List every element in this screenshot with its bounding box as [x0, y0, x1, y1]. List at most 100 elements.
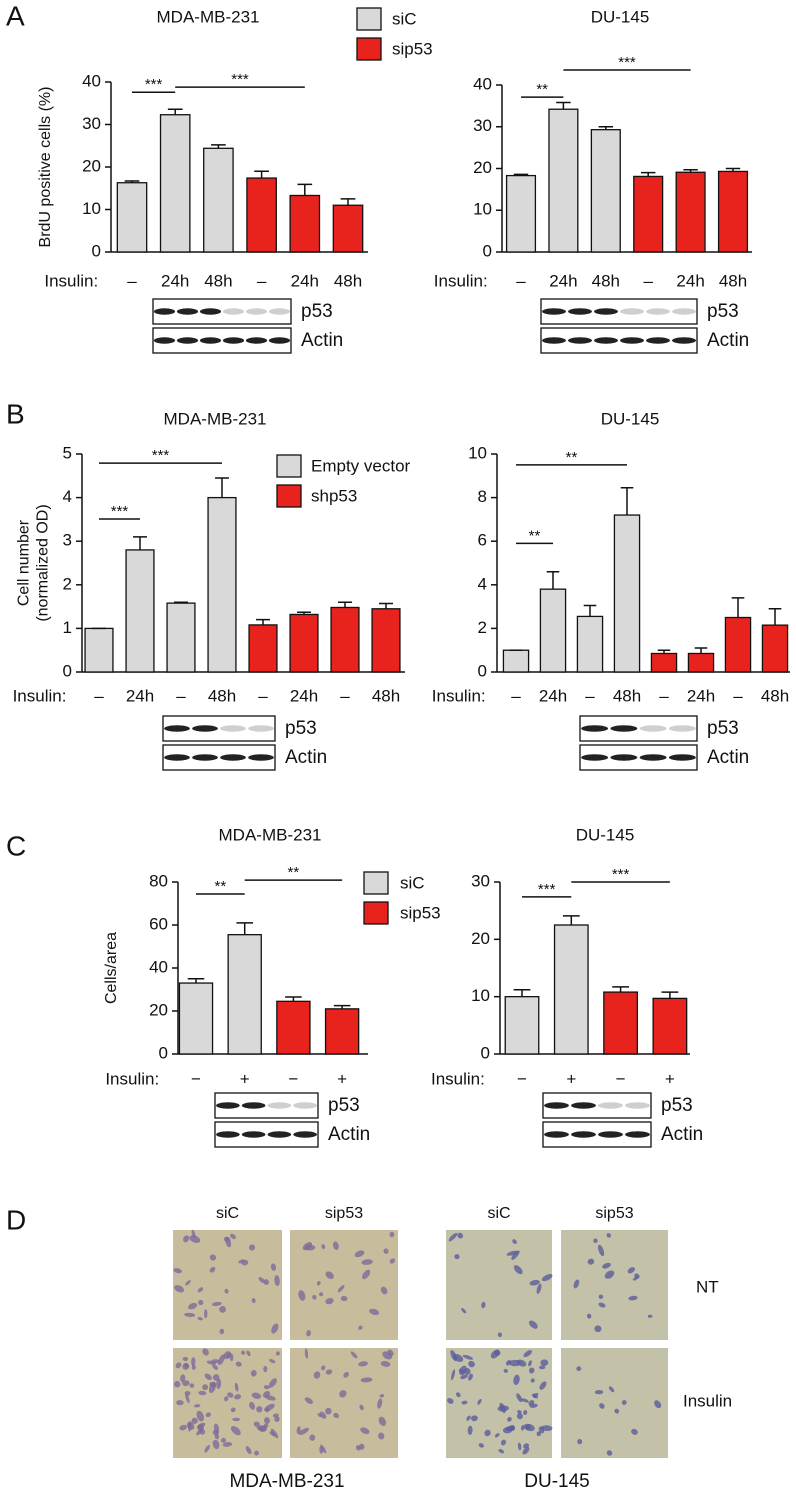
- blot-band: [568, 337, 592, 344]
- x-axis-label: Insulin:: [434, 271, 488, 290]
- cell: [304, 1397, 313, 1404]
- blot-band: [268, 308, 291, 315]
- bar: [166, 602, 196, 673]
- cell: [250, 1369, 257, 1377]
- bar: [548, 108, 579, 253]
- blot-band: [594, 308, 618, 315]
- significance-label: ***: [111, 503, 129, 520]
- legend-swatch: [363, 871, 389, 895]
- cell: [325, 1407, 332, 1415]
- bar: [717, 170, 749, 253]
- error-bar: [333, 1004, 351, 1009]
- blot-label: Actin: [328, 1124, 370, 1145]
- x-tick-label: –: [585, 686, 595, 705]
- y-tick-label: 4: [63, 487, 72, 506]
- cell: [498, 1449, 505, 1454]
- cell: [594, 1389, 604, 1395]
- error-bar: [546, 570, 560, 590]
- cell: [573, 1279, 580, 1289]
- blot-band: [245, 337, 268, 344]
- error-bar: [513, 989, 531, 997]
- bar: [116, 182, 148, 253]
- cell: [186, 1421, 195, 1430]
- cell: [234, 1394, 242, 1400]
- x-tick-label: –: [176, 686, 186, 705]
- error-bar: [254, 170, 269, 179]
- cell: [529, 1367, 535, 1374]
- blot-band: [598, 1102, 623, 1109]
- blot-band: [222, 308, 245, 315]
- blot-band: [639, 754, 667, 761]
- error-bar: [133, 536, 147, 550]
- blot-band: [646, 337, 670, 344]
- cell: [298, 1290, 306, 1301]
- significance-label: ***: [152, 447, 170, 464]
- blot-band: [268, 337, 291, 344]
- y-tick-label: 2: [478, 618, 487, 637]
- cell: [497, 1405, 509, 1412]
- cell: [468, 1373, 473, 1381]
- cell: [340, 1295, 348, 1302]
- legend-label: sip53: [392, 39, 433, 58]
- cell: [229, 1353, 234, 1362]
- cell: [209, 1254, 217, 1261]
- x-tick-label: –: [127, 271, 137, 290]
- cell: [204, 1309, 208, 1319]
- cell: [197, 1422, 206, 1429]
- cell: [360, 1377, 373, 1383]
- x-tick-label: –: [643, 271, 653, 290]
- x-tick-label: 48h: [761, 686, 789, 705]
- cell: [313, 1371, 321, 1379]
- error-bar: [215, 477, 229, 498]
- cell: [224, 1288, 229, 1294]
- y-tick-label: 10: [471, 986, 490, 1005]
- x-tick-label: 48h: [204, 271, 232, 290]
- cell: [325, 1271, 334, 1280]
- bar: [633, 175, 664, 253]
- blot-band: [571, 1131, 596, 1138]
- y-tick-label: 3: [63, 531, 72, 550]
- y-tick-label: 0: [481, 1043, 490, 1062]
- cell: [539, 1365, 546, 1370]
- cell: [516, 1413, 523, 1420]
- cell: [317, 1413, 322, 1418]
- cell: [511, 1250, 520, 1260]
- y-tick-label: 0: [159, 1043, 168, 1062]
- y-tick-label: 10: [82, 199, 101, 218]
- x-tick-label: –: [340, 686, 350, 705]
- cell: [536, 1431, 542, 1437]
- blot-band: [164, 754, 190, 761]
- cell: [389, 1258, 396, 1264]
- cell: [304, 1348, 309, 1359]
- error-bar: [620, 487, 634, 516]
- significance-label: ***: [612, 866, 630, 883]
- bar: [505, 174, 537, 253]
- panel-label: A: [6, 0, 25, 31]
- blot-band: [544, 1102, 569, 1109]
- x-tick-label: 24h: [290, 686, 318, 705]
- cell: [350, 1351, 358, 1359]
- cell: [358, 1325, 363, 1330]
- cell: [265, 1407, 270, 1413]
- blot-band: [248, 754, 274, 761]
- x-tick-label: +: [665, 1069, 675, 1088]
- cell: [369, 1308, 380, 1316]
- cell: [451, 1369, 456, 1381]
- x-tick-label: 24h: [161, 271, 189, 290]
- cell: [251, 1298, 256, 1304]
- cell: [520, 1424, 525, 1431]
- y-tick-label: 30: [82, 114, 101, 133]
- legend-label: sip53: [400, 903, 441, 922]
- error-bar: [256, 618, 270, 625]
- cell: [185, 1393, 190, 1404]
- row-label: NT: [696, 1277, 719, 1296]
- blot-band: [216, 1131, 240, 1138]
- x-tick-label: 24h: [676, 271, 704, 290]
- x-tick-label: 48h: [208, 686, 236, 705]
- blot-band: [672, 308, 696, 315]
- column-label: sip53: [325, 1205, 363, 1222]
- cell: [456, 1392, 461, 1398]
- x-tick-label: 24h: [291, 271, 319, 290]
- y-tick-label: 6: [478, 531, 487, 550]
- cell: [604, 1270, 615, 1279]
